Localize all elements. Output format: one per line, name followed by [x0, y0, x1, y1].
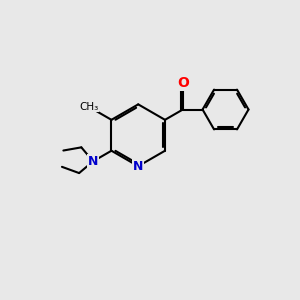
Text: N: N	[88, 155, 98, 168]
Text: N: N	[133, 160, 143, 173]
Text: CH₃: CH₃	[80, 102, 99, 112]
Text: O: O	[177, 76, 189, 90]
